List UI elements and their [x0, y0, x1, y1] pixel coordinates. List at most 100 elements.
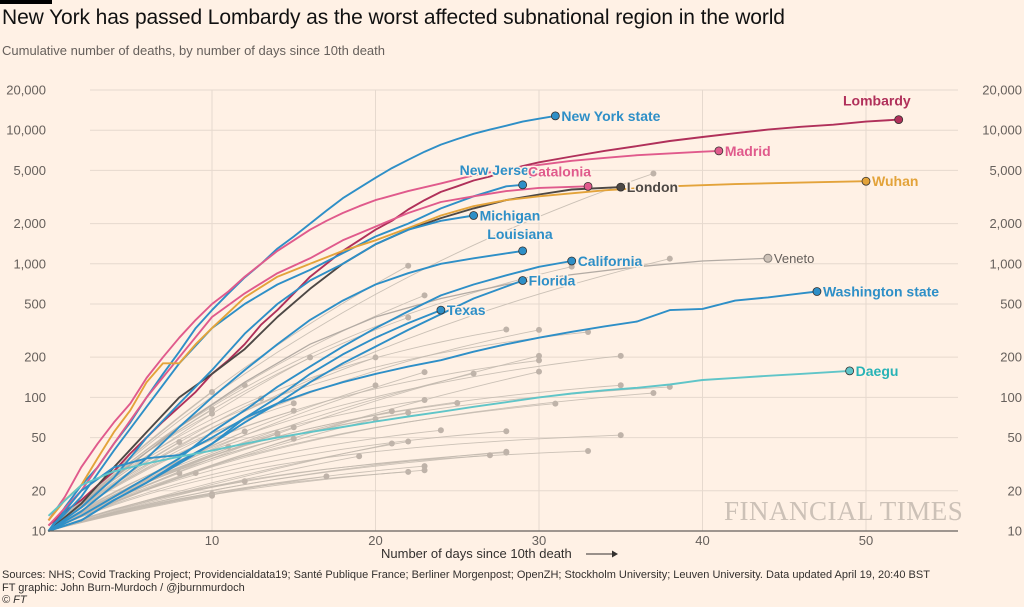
- series-label-lombardy: Lombardy: [843, 93, 911, 109]
- y-tick-label: 2,000: [989, 216, 1022, 231]
- y-tick-label: 20: [32, 483, 46, 498]
- series-label-louisiana: Louisiana: [487, 226, 553, 242]
- x-axis-arrow-icon: [586, 550, 618, 558]
- series-endpoint-new-jersey: [518, 180, 528, 190]
- series-label-daegu: Daegu: [856, 363, 899, 379]
- context-endpoint: [454, 400, 461, 407]
- highlighted-series: [47, 114, 899, 532]
- context-line: [48, 258, 670, 532]
- context-endpoint: [536, 326, 542, 333]
- context-endpoint: [437, 427, 444, 434]
- series-line-daegu: [47, 369, 850, 517]
- series-line-madrid: [47, 149, 719, 521]
- context-line: [48, 317, 409, 532]
- copyright-note: © FT: [2, 594, 27, 606]
- context-endpoint: [568, 263, 575, 270]
- context-endpoint: [585, 448, 592, 455]
- series-label-veneto: Veneto: [774, 251, 815, 266]
- series-endpoint-washington-state: [812, 287, 822, 296]
- series-endpoint-catalonia: [583, 181, 593, 191]
- context-line: [48, 441, 409, 532]
- x-axis: 10 20 30 40 50: [205, 533, 873, 548]
- context-line: [48, 410, 392, 532]
- x-tick-label: 20: [368, 533, 382, 548]
- context-endpoint: [650, 170, 657, 177]
- context-endpoint: [503, 428, 510, 435]
- y-tick-label: 100: [24, 390, 46, 405]
- context-line: [48, 399, 425, 532]
- series-endpoint-madrid: [714, 146, 724, 156]
- context-endpoint: [405, 262, 412, 269]
- context-endpoint: [617, 352, 624, 359]
- context-endpoint: [536, 352, 542, 359]
- x-tick-label: 30: [532, 533, 546, 548]
- context-line: [48, 359, 540, 532]
- series-line-louisiana: [48, 249, 523, 532]
- series-label-madrid: Madrid: [725, 143, 771, 159]
- context-endpoint: [503, 449, 510, 456]
- context-line: [48, 294, 425, 532]
- context-line: [48, 469, 425, 532]
- y-tick-label: 2,000: [13, 216, 46, 231]
- context-endpoint: [421, 292, 428, 299]
- y-axis-left: 10 20 50 100 200 500 1,000 2,000 5,000 10,000 20,0…: [6, 82, 46, 538]
- series-endpoint-florida: [518, 276, 528, 285]
- context-endpoint: [421, 463, 428, 470]
- series-endpoint-wuhan: [861, 176, 871, 186]
- series-line-michigan: [47, 214, 474, 532]
- context-line: [48, 356, 376, 532]
- context-endpoint: [405, 314, 412, 321]
- chart-subtitle: Cumulative number of deaths, by number o…: [2, 43, 385, 58]
- ft-watermark: FINANCIAL TIMES: [724, 496, 964, 526]
- y-tick-label: 20,000: [6, 82, 46, 97]
- footer: Sources: NHS; Covid Tracking Project; Pr…: [2, 569, 930, 607]
- context-line: [48, 329, 540, 532]
- series-line-veneto: [48, 257, 768, 532]
- sources-note: Sources: NHS; Covid Tracking Project; Pr…: [2, 569, 930, 581]
- series-labels: Veneto New York state Lombardy Madrid New Je…: [436, 91, 941, 380]
- context-line: [48, 432, 278, 532]
- y-tick-label: 500: [24, 297, 46, 312]
- series-label-washington-state: Washington state: [823, 284, 939, 300]
- series-endpoint-texas: [436, 305, 446, 315]
- context-endpoint: [323, 473, 330, 480]
- series-endpoint-california: [567, 256, 577, 266]
- series-line-new-jersey: [47, 183, 523, 532]
- series-label-new-york-state: New York state: [561, 108, 660, 124]
- y-tick-label: 50: [1008, 430, 1022, 445]
- series-label-california: California: [578, 253, 643, 269]
- x-tick-label: 40: [695, 533, 709, 548]
- context-endpoint: [666, 255, 673, 262]
- y-tick-label: 200: [24, 350, 46, 365]
- context-endpoint: [617, 382, 624, 389]
- context-line: [48, 331, 589, 532]
- context-endpoint: [372, 382, 379, 389]
- context-endpoint: [405, 409, 412, 416]
- series-endpoint-lombardy: [894, 115, 904, 125]
- series-label-florida: Florida: [529, 272, 576, 288]
- y-tick-label: 200: [1000, 350, 1022, 365]
- context-line: [48, 403, 556, 532]
- context-endpoint: [421, 467, 428, 474]
- context-endpoint: [176, 439, 183, 446]
- y-tick-label: 20: [1008, 483, 1022, 498]
- x-tick-label: 10: [205, 533, 219, 548]
- series-label-michigan: Michigan: [480, 207, 541, 223]
- context-line: [48, 384, 621, 532]
- context-endpoint: [388, 440, 395, 447]
- context-line: [48, 329, 507, 532]
- context-endpoint: [503, 326, 510, 333]
- series-label-catalonia: Catalonia: [528, 163, 591, 179]
- series-label-london: London: [627, 179, 678, 195]
- series-label-wuhan: Wuhan: [872, 173, 918, 189]
- context-endpoint: [421, 369, 428, 376]
- series-line-wuhan: [47, 180, 867, 521]
- y-tick-label: 1,000: [989, 256, 1022, 271]
- context-line: [48, 430, 507, 532]
- context-endpoint: [536, 368, 542, 375]
- context-endpoint: [585, 329, 592, 336]
- context-line: [48, 452, 507, 532]
- y-tick-label: 10: [32, 524, 46, 539]
- y-tick-label: 10,000: [982, 123, 1022, 138]
